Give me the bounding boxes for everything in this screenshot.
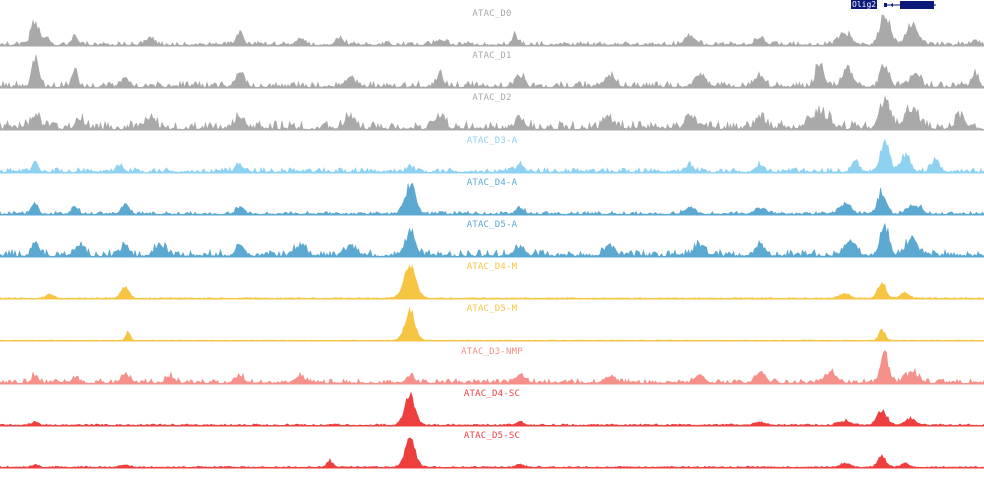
track-d4a[interactable]: ATAC_D4-A (0, 177, 984, 219)
track-signal (0, 264, 984, 300)
track-signal (0, 54, 984, 89)
track-d4m[interactable]: ATAC_D4-M (0, 261, 984, 303)
track-d3nmp[interactable]: ATAC_D3-NMP (0, 346, 984, 388)
track-signal (0, 223, 984, 258)
signal-area (0, 264, 984, 300)
signal-area (0, 14, 984, 47)
signal-area (0, 437, 984, 469)
track-label: ATAC_D5-A (466, 220, 518, 230)
signal-area (0, 391, 984, 427)
track-d0[interactable]: ATAC_D0 (0, 8, 984, 50)
track-signal (0, 349, 984, 385)
track-label: ATAC_D1 (472, 51, 512, 62)
track-signal (0, 182, 984, 216)
track-signal (0, 391, 984, 427)
track-label: ATAC_D4-A (466, 177, 518, 188)
track-d5sc[interactable]: ATAC_D5-SC (0, 430, 984, 472)
track-label: ATAC_D4-SC (463, 388, 521, 399)
signal-area (0, 138, 984, 173)
track-d3a[interactable]: ATAC_D3-A (0, 135, 984, 177)
signal-area (0, 223, 984, 258)
signal-area (0, 182, 984, 216)
signal-area (0, 349, 984, 384)
track-label: ATAC_D2 (472, 93, 512, 104)
track-signal (0, 308, 984, 342)
gene-model-icon (884, 1, 936, 9)
signal-area (0, 308, 984, 342)
track-d5a[interactable]: ATAC_D5-A (0, 219, 984, 261)
track-label: ATAC_D5-M (466, 304, 518, 315)
track-label: ATAC_D0 (472, 9, 512, 19)
track-label: ATAC_D3-A (466, 135, 518, 146)
track-signal (0, 437, 984, 469)
track-d2[interactable]: ATAC_D2 (0, 92, 984, 134)
track-d4sc[interactable]: ATAC_D4-SC (0, 388, 984, 430)
track-d5m[interactable]: ATAC_D5-M (0, 303, 984, 345)
signal-area (0, 54, 984, 89)
signal-area (0, 95, 984, 131)
track-label: ATAC_D5-SC (463, 431, 521, 441)
track-signal (0, 138, 984, 174)
track-signal (0, 95, 984, 131)
gene-annotation[interactable]: Olig2 (851, 0, 941, 10)
track-d1[interactable]: ATAC_D1 (0, 50, 984, 92)
track-signal (0, 14, 984, 47)
track-label: ATAC_D4-M (466, 262, 518, 273)
gene-name-label: Olig2 (851, 0, 878, 9)
track-label: ATAC_D3-NMP (461, 346, 523, 357)
